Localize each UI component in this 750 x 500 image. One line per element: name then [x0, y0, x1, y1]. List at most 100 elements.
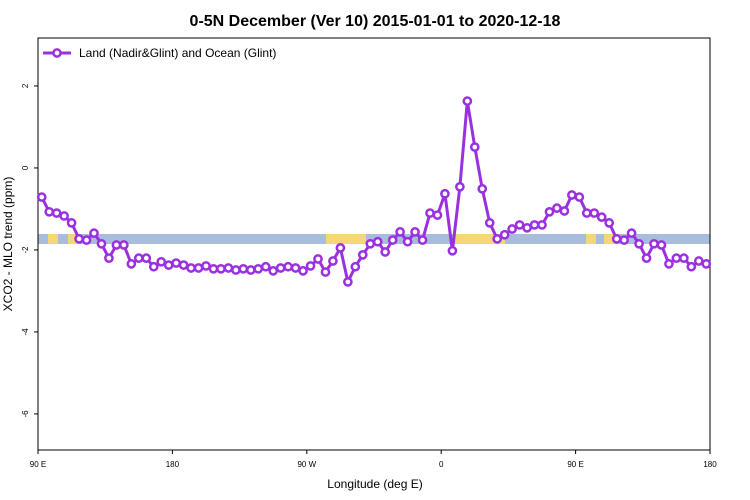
data-point: [59, 211, 69, 221]
data-point: [447, 245, 458, 256]
data-point: [133, 253, 144, 263]
data-point: [171, 258, 181, 268]
data-point: [656, 240, 667, 250]
data-point: [335, 243, 346, 253]
data-point: [208, 263, 219, 274]
land-band: [586, 234, 596, 244]
data-point: [544, 206, 555, 217]
data-point: [477, 184, 488, 194]
data-point: [66, 218, 77, 228]
data-point: [96, 238, 107, 249]
data-point: [343, 277, 353, 287]
data-point: [529, 220, 540, 230]
data-point: [44, 206, 55, 217]
data-point: [350, 261, 361, 272]
y-tick-label: -2: [21, 246, 30, 254]
y-tick-label: -4: [21, 328, 30, 336]
data-point: [559, 206, 570, 216]
data-point: [567, 190, 577, 200]
data-point: [596, 212, 607, 222]
data-point: [469, 142, 480, 152]
data-point: [507, 224, 517, 234]
data-point: [380, 247, 391, 257]
data-point: [201, 261, 211, 271]
data-point: [51, 208, 62, 218]
data-point: [641, 253, 652, 263]
data-point: [231, 265, 241, 275]
data-point: [484, 218, 495, 228]
data-point: [178, 260, 189, 270]
data-point: [410, 227, 420, 237]
legend-marker: [52, 48, 62, 58]
data-point: [163, 260, 174, 270]
data-point: [626, 228, 637, 238]
land-band: [48, 234, 58, 244]
data-point: [260, 261, 271, 272]
data-point: [522, 222, 532, 233]
data-point: [186, 263, 196, 273]
data-point: [283, 261, 293, 272]
data-point: [275, 263, 286, 273]
data-point: [679, 253, 689, 263]
data-point: [514, 220, 525, 230]
data-point: [305, 261, 316, 271]
data-point: [492, 234, 503, 244]
y-axis-label: XCO2 - MLO trend (ppm): [1, 177, 15, 312]
data-point: [440, 188, 450, 199]
data-point: [402, 236, 413, 247]
data-point: [290, 263, 301, 273]
land-band: [68, 234, 78, 244]
data-point: [387, 235, 398, 245]
data-point: [537, 220, 547, 230]
data-point: [499, 229, 510, 240]
data-point: [581, 208, 592, 218]
land-band: [455, 234, 505, 244]
data-point: [328, 256, 338, 266]
data-point: [589, 208, 600, 218]
data-point: [664, 259, 674, 269]
data-point: [216, 263, 226, 274]
data-point: [245, 265, 256, 275]
land-band: [604, 234, 614, 244]
x-tick-label: 90 E: [567, 460, 583, 469]
data-point: [611, 234, 622, 244]
data-point: [36, 192, 47, 202]
data-point: [313, 254, 323, 264]
data-point: [148, 261, 159, 272]
data-point: [126, 259, 137, 269]
data-point: [604, 218, 615, 228]
data-point: [253, 263, 264, 274]
x-tick-label: 180: [166, 460, 180, 469]
data-point: [372, 236, 383, 247]
data-point: [238, 263, 249, 274]
data-point: [425, 208, 435, 218]
data-point: [104, 253, 114, 263]
data-point: [417, 235, 428, 245]
data-point: [298, 266, 308, 276]
data-point: [701, 259, 712, 269]
data-point: [357, 250, 368, 260]
data-point: [89, 228, 99, 238]
data-point: [365, 238, 376, 249]
data-point: [395, 227, 405, 237]
data-point: [320, 267, 331, 277]
data-point: [193, 263, 204, 273]
data-point: [223, 263, 234, 273]
data-point: [81, 235, 92, 245]
data-point: [462, 96, 473, 106]
x-axis-label: Longitude (deg E): [327, 477, 422, 491]
data-point: [111, 240, 122, 250]
x-tick-label: 0: [439, 460, 444, 469]
data-point: [634, 238, 644, 249]
data-point: [141, 253, 152, 263]
chart-title: 0-5N December (Ver 10) 2015-01-01 to 202…: [190, 13, 561, 30]
data-point: [693, 256, 704, 266]
x-tick-label: 90 W: [297, 460, 316, 469]
data-point: [119, 240, 129, 250]
plot-frame: [37, 37, 711, 451]
data-point: [268, 266, 279, 276]
data-point: [552, 203, 562, 213]
x-tick-label: 90 E: [30, 460, 46, 469]
y-tick-label: 0: [21, 165, 30, 170]
